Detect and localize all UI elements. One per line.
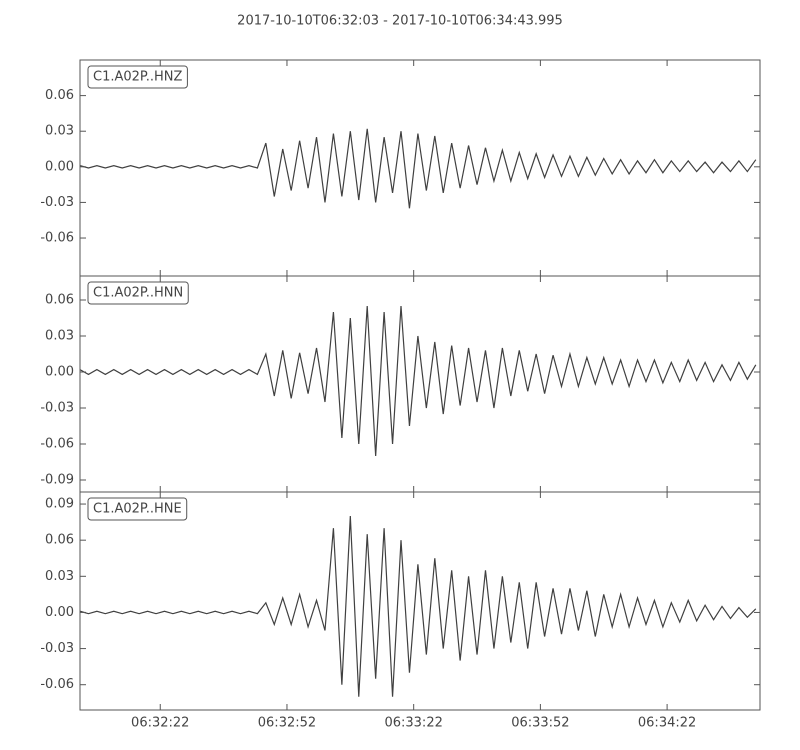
y-tick-label: -0.03 <box>40 195 74 210</box>
channel-name: C1.A02P..HNE <box>93 502 182 517</box>
y-tick-label: -0.03 <box>40 401 74 416</box>
y-tick-label: 0.09 <box>45 497 74 512</box>
x-tick-label: 06:33:22 <box>384 716 442 731</box>
y-tick-label: 0.06 <box>45 88 74 103</box>
channel-label: C1.A02P..HNN <box>87 281 189 305</box>
y-tick-label: 0.00 <box>45 365 74 380</box>
plot-frame <box>79 59 761 277</box>
waveform <box>79 305 757 457</box>
y-tick-label: -0.03 <box>40 641 74 656</box>
channel-box <box>87 497 188 521</box>
channel-name: C1.A02P..HNZ <box>93 70 182 85</box>
y-tick-label: 0.00 <box>45 605 74 620</box>
y-tick-label: -0.09 <box>40 473 74 488</box>
x-tick-label: 06:32:22 <box>131 716 189 731</box>
y-tick-label: 0.00 <box>45 159 74 174</box>
channel-box <box>87 65 188 89</box>
waveform <box>79 128 757 209</box>
channel-name: C1.A02P..HNN <box>93 286 183 301</box>
plot-frame <box>79 275 761 493</box>
chart-title: 2017-10-10T06:32:03 - 2017-10-10T06:34:4… <box>237 14 563 29</box>
y-tick-label: 0.03 <box>45 569 74 584</box>
plot-frame <box>79 491 761 711</box>
y-tick-label: -0.06 <box>40 437 74 452</box>
waveform <box>79 516 757 697</box>
channel-box <box>87 281 189 305</box>
x-tick-label: 06:34:22 <box>638 716 696 731</box>
y-tick-label: 0.06 <box>45 533 74 548</box>
x-tick-label: 06:32:52 <box>258 716 316 731</box>
channel-label: C1.A02P..HNZ <box>87 65 188 89</box>
y-tick-label: 0.06 <box>45 293 74 308</box>
x-tick-label: 06:33:52 <box>511 716 569 731</box>
y-tick-label: -0.06 <box>40 677 74 692</box>
y-tick-label: 0.03 <box>45 329 74 344</box>
y-tick-label: 0.03 <box>45 124 74 139</box>
channel-label: C1.A02P..HNE <box>87 497 188 521</box>
y-tick-label: -0.06 <box>40 231 74 246</box>
